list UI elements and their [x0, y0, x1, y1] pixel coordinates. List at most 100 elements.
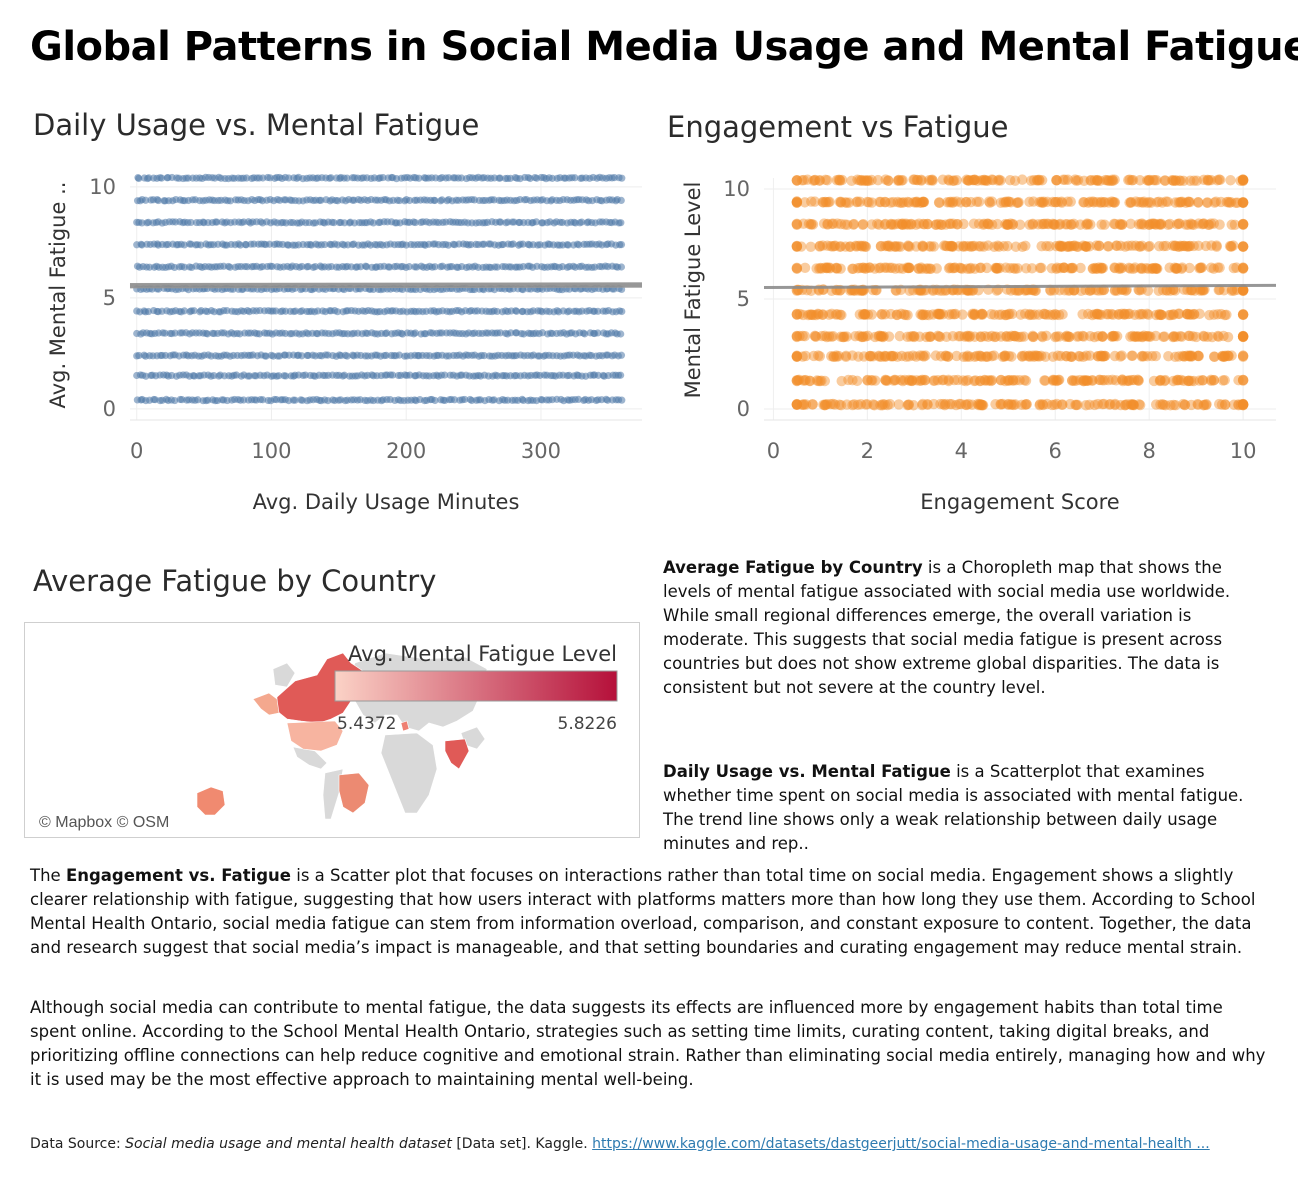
- scatter-point: [1143, 331, 1155, 342]
- scatter-point: [830, 262, 842, 274]
- scatter-point: [1032, 174, 1043, 186]
- scatter-point: [957, 375, 969, 386]
- scatter-point: [1031, 350, 1042, 361]
- scatter-point: [618, 396, 626, 404]
- scatter-point: [948, 196, 959, 208]
- scatter-point: [1176, 331, 1187, 342]
- scatter-point: [903, 262, 915, 274]
- scatter-point: [964, 351, 975, 362]
- scatter-point: [934, 331, 946, 343]
- scatter-point: [1013, 331, 1024, 343]
- scatter-point: [911, 174, 923, 186]
- scatter-point: [851, 241, 862, 252]
- scatter-point: [1155, 309, 1167, 321]
- scatter-point: [893, 174, 904, 186]
- trend-line[interactable]: [763, 283, 1277, 290]
- scatter-point: [863, 175, 875, 187]
- trend-line[interactable]: [129, 282, 643, 289]
- scatter-point: [864, 262, 875, 273]
- scatter-point: [930, 350, 942, 361]
- scatter-point: [1198, 174, 1210, 186]
- scatter-point: [986, 174, 998, 185]
- scatter-point: [989, 309, 1000, 320]
- scatter-point: [1095, 309, 1107, 321]
- scatter-point: [1004, 331, 1015, 343]
- scatter-point: [791, 197, 803, 208]
- scatter-point: [1036, 197, 1048, 208]
- scatter-point: [808, 350, 819, 362]
- scatter-point: [944, 262, 956, 273]
- scatter-point: [1018, 331, 1030, 342]
- scatter-point: [1036, 196, 1047, 208]
- scatter-point: [1127, 399, 1139, 410]
- scatter-point: [945, 196, 956, 207]
- scatter-point: [917, 374, 928, 386]
- scatter-point: [791, 240, 803, 252]
- scatter-point: [1071, 331, 1083, 342]
- scatter-point: [992, 240, 1003, 251]
- scatter-point: [845, 241, 856, 252]
- scatter-point: [1089, 174, 1100, 186]
- scatter-point: [875, 196, 886, 208]
- scatter-point: [887, 219, 899, 230]
- scatter-point: [1079, 241, 1091, 252]
- scatter-point: [852, 399, 864, 411]
- scatter-point: [1212, 330, 1224, 342]
- scatter-point: [493, 307, 501, 316]
- scatter-point: [827, 398, 839, 410]
- scatter-point: [1092, 351, 1103, 362]
- scatter-point: [846, 175, 857, 187]
- scatter-point: [981, 262, 993, 274]
- scatter-point: [1126, 399, 1137, 411]
- scatter-point: [987, 174, 999, 186]
- scatter-point: [1164, 262, 1175, 273]
- scatter-point: [816, 263, 828, 274]
- engagement-description-text: is a Scatter plot that focuses on intera…: [30, 866, 1256, 957]
- scatter-point: [903, 197, 915, 208]
- scatter-point: [895, 374, 906, 386]
- scatter-point: [825, 398, 836, 410]
- scatter-point: [983, 196, 995, 207]
- scatter-point: [1119, 400, 1131, 411]
- scatter-point: [1202, 174, 1213, 186]
- scatter-point: [1194, 308, 1205, 320]
- scatter-point: [1184, 309, 1195, 320]
- scatter-point: [1069, 240, 1080, 251]
- scatter-point: [1231, 284, 1243, 296]
- scatter-point: [857, 262, 868, 273]
- scatter-point: [822, 218, 833, 230]
- scatter-point: [1228, 399, 1240, 410]
- scatter-point: [1057, 240, 1068, 252]
- scatter-point: [959, 331, 970, 342]
- scatter-point: [958, 240, 969, 252]
- scatter-point: [911, 197, 923, 208]
- scatter-point: [938, 374, 949, 386]
- scatter-point: [1001, 219, 1013, 230]
- scatter-point: [903, 374, 915, 386]
- source-link[interactable]: https://www.kaggle.com/datasets/dastgeer…: [592, 1136, 1210, 1152]
- scatter-point: [1099, 219, 1110, 230]
- scatter-point: [1208, 374, 1220, 386]
- scatter-point: [1168, 331, 1180, 342]
- scatter-point: [340, 219, 349, 227]
- scatter-point: [1148, 218, 1159, 229]
- scatter-point: [909, 174, 920, 185]
- scatter-point: [943, 174, 954, 185]
- choropleth-map[interactable]: Avg. Mental Fatigue Level 5.4372 5.8226 …: [24, 622, 640, 838]
- map-attribution[interactable]: © Mapbox © OSM: [39, 814, 169, 831]
- scatter-point: [1007, 375, 1019, 386]
- scatter-point: [791, 263, 803, 274]
- scatter-point: [1178, 375, 1189, 386]
- scatter-point: [1150, 262, 1161, 274]
- scatter-point: [564, 241, 572, 249]
- scatter-point: [1046, 399, 1058, 411]
- scatter-point: [1012, 263, 1023, 274]
- scatter-point: [815, 262, 826, 274]
- scatter-point: [858, 218, 869, 230]
- scatter-point: [1111, 240, 1122, 251]
- scatter-point: [1197, 219, 1208, 230]
- scatter-point: [827, 241, 838, 252]
- scatter-point: [969, 351, 981, 363]
- scatter-point: [1179, 351, 1191, 362]
- scatter-point: [1014, 219, 1026, 230]
